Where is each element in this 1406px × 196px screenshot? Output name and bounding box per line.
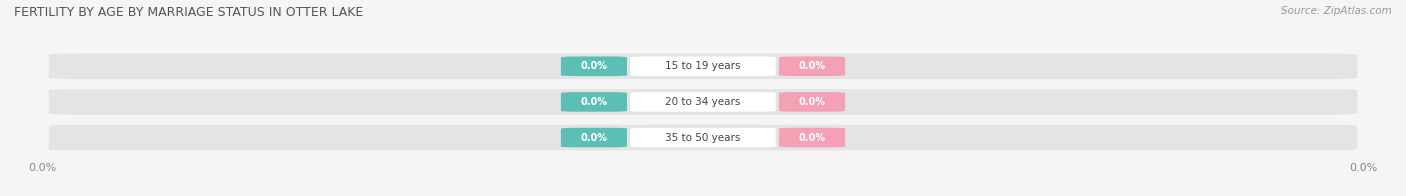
Text: 0.0%: 0.0% — [581, 97, 607, 107]
FancyBboxPatch shape — [779, 128, 845, 147]
FancyBboxPatch shape — [49, 54, 1357, 79]
Text: 15 to 19 years: 15 to 19 years — [665, 61, 741, 71]
Text: FERTILITY BY AGE BY MARRIAGE STATUS IN OTTER LAKE: FERTILITY BY AGE BY MARRIAGE STATUS IN O… — [14, 6, 363, 19]
Text: 0.0%: 0.0% — [799, 97, 825, 107]
FancyBboxPatch shape — [779, 56, 845, 76]
FancyBboxPatch shape — [630, 56, 776, 76]
Text: Source: ZipAtlas.com: Source: ZipAtlas.com — [1281, 6, 1392, 16]
FancyBboxPatch shape — [630, 92, 776, 112]
FancyBboxPatch shape — [561, 128, 627, 147]
FancyBboxPatch shape — [779, 92, 845, 112]
Text: 0.0%: 0.0% — [799, 61, 825, 71]
Text: 0.0%: 0.0% — [799, 132, 825, 142]
Text: 20 to 34 years: 20 to 34 years — [665, 97, 741, 107]
Text: 0.0%: 0.0% — [581, 132, 607, 142]
FancyBboxPatch shape — [630, 128, 776, 147]
FancyBboxPatch shape — [561, 56, 627, 76]
FancyBboxPatch shape — [49, 89, 1357, 115]
FancyBboxPatch shape — [49, 125, 1357, 150]
FancyBboxPatch shape — [561, 92, 627, 112]
Text: 35 to 50 years: 35 to 50 years — [665, 132, 741, 142]
Text: 0.0%: 0.0% — [581, 61, 607, 71]
